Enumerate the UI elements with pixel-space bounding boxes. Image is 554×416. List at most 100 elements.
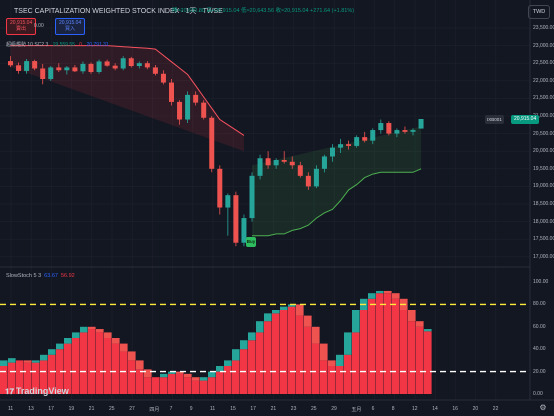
price-tick-label: 21,500.00: [533, 95, 554, 102]
stoch-bar: [16, 360, 24, 394]
price-candle: [354, 137, 360, 146]
stoch-bar: [408, 310, 416, 322]
stoch-tick-label: 100.00: [533, 279, 549, 285]
stoch-bar: [24, 362, 32, 394]
currency-button[interactable]: TWD: [528, 5, 550, 19]
stoch-bar: [288, 304, 296, 307]
stoch-bar: [120, 351, 128, 394]
price-tick-label: 23,000.00: [533, 42, 554, 49]
tradingview-logo[interactable]: 𝟏𝟕 TradingView: [5, 386, 69, 397]
sell-button[interactable]: 20,915.04 賣出: [6, 18, 36, 35]
price-candle: [152, 67, 158, 74]
uptrend-fill: [252, 126, 422, 236]
price-candle: [40, 68, 46, 80]
buy-signal-label: Buy: [246, 237, 256, 247]
stoch-bar: [248, 332, 256, 341]
stoch-bar: [168, 371, 176, 374]
price-candle: [330, 147, 335, 157]
stoch-bar: [80, 332, 88, 394]
stoch-bar: [344, 354, 352, 394]
stoch-bar: [232, 360, 240, 394]
stoch-bar: [128, 351, 136, 361]
stoch-bar: [296, 315, 304, 394]
stoch-bar: [392, 293, 400, 299]
stoch-bar: [280, 306, 288, 310]
price-candle: [120, 58, 126, 69]
time-tick-label: 25: [311, 406, 317, 412]
price-tick-label: 20,000.00: [533, 148, 554, 155]
stoch-bar: [264, 321, 272, 394]
stoch-bar: [416, 326, 424, 394]
price-candle: [241, 218, 247, 243]
stoch-bar: [48, 349, 56, 355]
time-tick-label: 23: [290, 406, 297, 412]
stoch-bar: [176, 373, 184, 394]
price-candle: [394, 130, 400, 134]
stoch-tick-label: 80.00: [533, 301, 546, 308]
stoch-bar: [304, 315, 312, 327]
price-candle: [249, 175, 255, 219]
price-candle: [338, 144, 344, 148]
price-candle: [104, 61, 110, 66]
stoch-bar: [184, 377, 192, 394]
price-candle: [281, 160, 287, 162]
stoch-bar: [0, 366, 8, 394]
stoch-bar: [104, 338, 112, 394]
price-candle: [96, 61, 102, 72]
stoch-bar: [64, 343, 72, 394]
price-tick-label: 21,000.00: [533, 113, 554, 119]
stoch-d-value: 56.92: [60, 273, 75, 279]
price-candle: [257, 158, 263, 176]
chart-title: TSEC CAPITALIZATION WEIGHTED STOCK INDEX…: [14, 8, 223, 15]
price-tick-label: 19,000.00: [533, 183, 554, 190]
time-tick-label: 9: [189, 406, 193, 412]
time-tick-label: 20: [472, 406, 479, 412]
stoch-bar: [368, 293, 376, 299]
price-candle: [64, 67, 70, 71]
price-candle: [362, 137, 368, 141]
time-tick-label: 21: [270, 406, 277, 412]
price-candle: [185, 94, 191, 120]
indicator-name: 超級趨勢 10 SC2 3: [6, 42, 49, 48]
price-candle: [128, 58, 134, 67]
stoch-bar: [160, 377, 168, 394]
time-tick-label: 17: [48, 406, 54, 412]
downtrend-fill: [10, 45, 244, 152]
stoch-tick-label: 40.00: [533, 346, 546, 353]
stoch-bar: [144, 377, 152, 394]
stoch-tick-label: 0.00: [533, 391, 543, 397]
stoch-bar: [256, 321, 264, 333]
stoch-k-value: 63.67: [44, 273, 58, 279]
sell-price: 20,915.04: [10, 20, 33, 26]
stoch-bar: [176, 371, 184, 374]
price-tick-label: 22,000.00: [533, 77, 554, 84]
stoch-bar: [304, 326, 312, 394]
stoch-bar: [312, 326, 320, 344]
stoch-bar: [200, 377, 208, 381]
time-tick-label: 15: [230, 406, 236, 412]
price-candle: [418, 118, 424, 129]
time-tick-label: 16: [452, 406, 458, 412]
stoch-legend[interactable]: SlowStoch 5 3 63.67 56.92: [6, 273, 75, 279]
stoch-bar: [80, 326, 88, 333]
stoch-bar: [56, 349, 64, 394]
stoch-bar: [384, 293, 392, 394]
last-price-tag: 20,915.04: [511, 115, 540, 124]
stoch-bar: [48, 354, 56, 394]
stoch-bar: [8, 358, 16, 363]
stoch-bar: [328, 360, 336, 366]
symbol-tag: IXB001: [485, 115, 504, 124]
stoch-bar: [424, 331, 432, 394]
indicator-legend[interactable]: 超級趨勢 10 SC2 3 19,559.55 0 20,791.31: [6, 41, 112, 48]
price-candle: [112, 65, 118, 69]
time-tick-label: 27: [129, 406, 135, 412]
price-tick-label: 20,500.00: [533, 130, 554, 137]
buy-price: 20,915.04: [59, 20, 82, 26]
stoch-bar: [208, 377, 216, 394]
gear-icon[interactable]: ⚙: [539, 403, 547, 412]
price-candle: [72, 67, 78, 72]
time-tick-label: 11: [8, 406, 14, 412]
price-candle: [265, 158, 271, 166]
buy-button[interactable]: 20,915.04 買入: [55, 18, 85, 35]
